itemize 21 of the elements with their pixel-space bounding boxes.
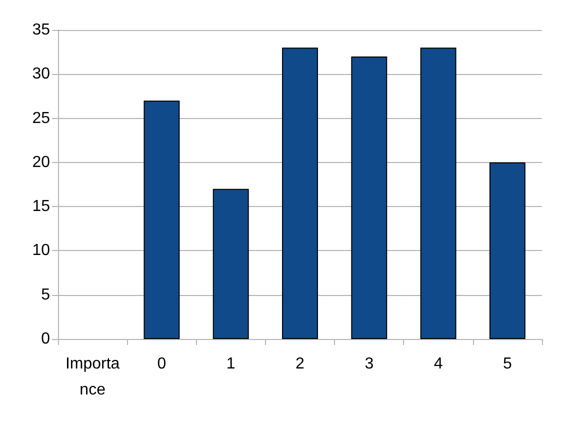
y-tick-label: 15 [32, 198, 50, 216]
y-tick-label: 10 [32, 242, 50, 260]
bar [144, 100, 180, 339]
bar [282, 48, 318, 339]
y-tick-label: 35 [32, 22, 50, 38]
x-tick-label: 5 [502, 356, 512, 372]
x-tick-label: Importance [65, 356, 120, 398]
x-tick-label: 1 [226, 356, 236, 372]
x-tick-label: 0 [157, 356, 166, 372]
bar [489, 162, 526, 339]
y-tick-label: 0 [41, 330, 50, 348]
y-tick-label: 25 [32, 110, 50, 127]
y-tick-label: 30 [32, 66, 50, 83]
y-tick-label: 5 [41, 286, 50, 304]
x-tick-label: 4 [434, 356, 443, 372]
y-tick-label: 20 [32, 154, 50, 171]
bar [420, 48, 456, 339]
x-tick-label: 2 [296, 356, 305, 372]
x-tick-label: 3 [364, 356, 374, 372]
bar [351, 56, 388, 339]
bar [212, 188, 249, 339]
